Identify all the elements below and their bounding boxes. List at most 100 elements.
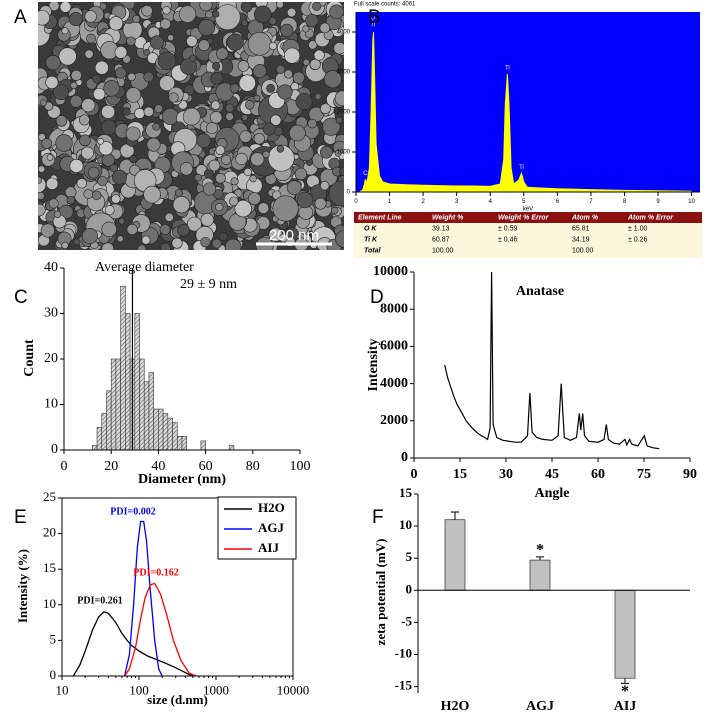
- grain: [58, 47, 77, 66]
- grain: [59, 2, 72, 13]
- y-tick-label: 20: [44, 351, 58, 366]
- grain: [98, 141, 114, 156]
- grain: [76, 178, 88, 189]
- y-tick-label: 4000: [337, 30, 351, 36]
- grain: [198, 39, 210, 52]
- grain: [45, 75, 59, 89]
- grain: [81, 98, 96, 113]
- x-tick-label: 3: [455, 199, 459, 205]
- x-tick-label: 45: [545, 467, 559, 482]
- x-tick-label: H2O: [441, 699, 470, 714]
- x-tick-label: 100: [129, 683, 149, 698]
- grain: [127, 72, 136, 82]
- grain: [101, 221, 117, 238]
- table-cell: 100.00: [432, 247, 454, 254]
- y-tick-label: 8000: [380, 301, 408, 316]
- x-tick-label: 60: [199, 459, 213, 474]
- histogram-bar: [148, 372, 154, 451]
- grain: [210, 100, 221, 110]
- grain: [143, 48, 151, 56]
- grain: [101, 153, 115, 167]
- grain: [276, 64, 286, 74]
- grain: [38, 165, 46, 173]
- grain: [87, 166, 100, 179]
- grain: [266, 83, 276, 93]
- grain: [211, 238, 222, 249]
- grain: [323, 70, 342, 89]
- y-tick-label: 3000: [337, 70, 351, 76]
- peak-label: C: [363, 171, 368, 177]
- x-axis-label: Angle: [535, 486, 570, 501]
- grain: [308, 40, 318, 50]
- grain: [284, 47, 301, 64]
- grain: [118, 217, 125, 225]
- histogram-bar: [96, 426, 103, 451]
- y-axis-label: zeta potential (mV): [373, 539, 388, 646]
- grain: [38, 133, 46, 141]
- grain: [333, 42, 344, 55]
- grain: [240, 2, 253, 13]
- grain: [61, 27, 69, 35]
- x-tick-label: 30: [499, 467, 513, 482]
- grain: [108, 16, 124, 31]
- table-cell: Ti K: [364, 236, 378, 243]
- table-cell: ± 1.00: [628, 225, 648, 232]
- grain: [237, 60, 250, 72]
- subtitle: Full scale counts: 4061: [354, 2, 416, 8]
- grain: [334, 150, 342, 157]
- grain: [328, 180, 344, 207]
- histogram-bar: [153, 408, 159, 451]
- grain: [268, 16, 277, 26]
- y-tick-label: 10000: [373, 264, 408, 279]
- grain: [235, 152, 248, 166]
- y-axis-label: Count: [22, 339, 37, 377]
- grain: [126, 223, 138, 236]
- grain: [286, 180, 302, 196]
- grain: [159, 75, 175, 92]
- panel-label: B: [368, 7, 381, 28]
- grain: [143, 185, 161, 204]
- grain: [79, 134, 91, 147]
- grain: [248, 192, 261, 206]
- grain: [101, 242, 114, 250]
- y-tick-label: 20: [43, 525, 56, 540]
- x-tick-label: 7: [589, 199, 593, 205]
- grain: [228, 196, 239, 207]
- histogram-bar: [101, 413, 107, 451]
- grain: [296, 191, 314, 209]
- grain: [226, 33, 244, 51]
- grain: [272, 195, 299, 222]
- grain: [94, 60, 109, 75]
- y-tick-label: 4000: [380, 376, 408, 391]
- grain: [179, 162, 194, 176]
- grain: [239, 130, 252, 143]
- grain: [322, 117, 341, 136]
- grain: [334, 90, 344, 107]
- annotation: 29 ± 9 nm: [180, 277, 237, 292]
- sem-image: [38, 2, 344, 250]
- grain: [172, 195, 191, 214]
- grain: [171, 237, 183, 249]
- grain: [38, 203, 46, 217]
- panel-label: F: [372, 507, 384, 528]
- grain: [122, 19, 143, 40]
- grain: [275, 2, 284, 9]
- grain: [283, 69, 293, 79]
- histogram-bar: [172, 422, 178, 451]
- grain: [129, 154, 138, 164]
- grain: [114, 45, 128, 59]
- x-tick-label: 0: [411, 467, 418, 482]
- grain: [270, 114, 282, 126]
- grain: [215, 145, 226, 155]
- grain: [224, 238, 242, 250]
- grain: [164, 212, 174, 222]
- grain: [200, 236, 211, 248]
- grain: [253, 5, 272, 24]
- grain: [335, 116, 343, 124]
- grain: [68, 12, 83, 27]
- x-tick-label: 8: [623, 199, 627, 205]
- x-tick-label: 80: [246, 459, 260, 474]
- grain: [314, 197, 327, 210]
- grain: [125, 126, 141, 142]
